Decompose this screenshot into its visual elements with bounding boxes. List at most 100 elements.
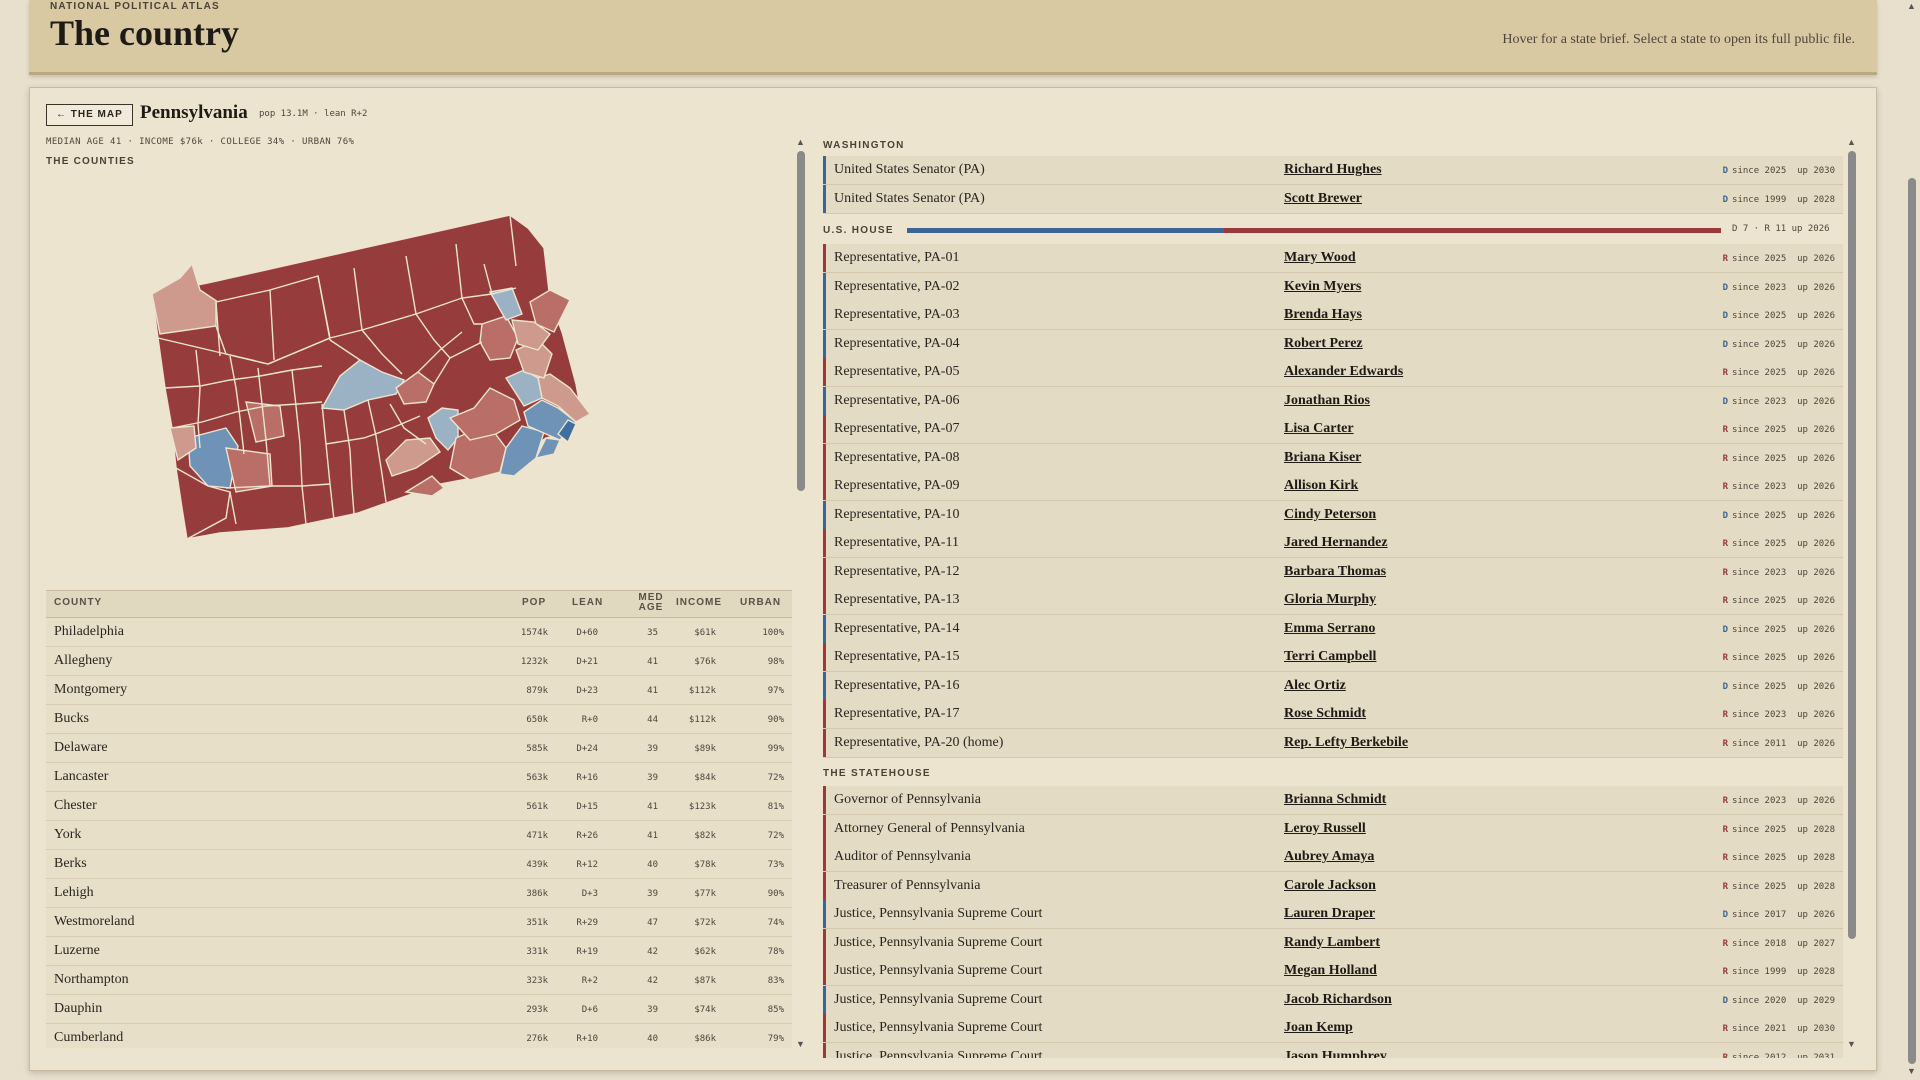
official-name-link[interactable]: Mary Wood <box>1284 250 1356 265</box>
county-row[interactable]: Berks 439k R+12 40 $78k 73% <box>46 850 792 879</box>
county-row[interactable]: Chester 561k D+15 41 $123k 81% <box>46 792 792 821</box>
official-name-link[interactable]: Emma Serrano <box>1284 620 1376 636</box>
official-row[interactable]: Governor of Pennsylvania Brianna Schmidt R… <box>823 786 1843 815</box>
county-shape[interactable] <box>488 287 523 321</box>
column-header-med-age[interactable]: MED AGE <box>638 592 664 613</box>
right-column-scrollbar[interactable]: ▲ ▼ <box>1846 137 1858 1057</box>
scroll-up-arrow-icon[interactable]: ▲ <box>1847 137 1856 147</box>
official-name-link[interactable]: Scott Brewer <box>1284 190 1362 206</box>
official-row[interactable]: Justice, Pennsylvania Supreme Court Jacob… <box>823 985 1843 1015</box>
official-row[interactable]: Justice, Pennsylvania Supreme Court Randy… <box>823 928 1843 958</box>
county-shape[interactable] <box>511 319 551 351</box>
scroll-thumb[interactable] <box>797 151 805 491</box>
column-header-pop[interactable]: POP <box>522 597 547 608</box>
official-row[interactable]: Attorney General of Pennsylvania Leroy Ru… <box>823 814 1843 844</box>
official-name-link[interactable]: Jonathan Rios <box>1284 392 1370 408</box>
county-shape[interactable] <box>385 437 441 477</box>
county-shape[interactable] <box>534 437 562 460</box>
county-row[interactable]: Dauphin 293k D+6 39 $74k 85% <box>46 995 792 1024</box>
official-name-link[interactable]: Lauren Draper <box>1284 906 1376 921</box>
official-name-link[interactable]: Richard Hughes <box>1284 162 1382 177</box>
official-name-link[interactable]: Terri Campbell <box>1284 649 1377 664</box>
official-row[interactable]: Treasurer of Pennsylvania Carole Jackson R… <box>823 871 1843 901</box>
county-shape[interactable] <box>448 387 521 441</box>
official-name-link[interactable]: Rose Schmidt <box>1284 706 1367 721</box>
county-shape[interactable] <box>320 359 406 411</box>
county-shape[interactable] <box>504 369 543 407</box>
county-shape[interactable] <box>529 289 571 333</box>
county-row[interactable]: Northampton 323k R+2 42 $87k 83% <box>46 966 792 995</box>
county-shape[interactable] <box>151 262 219 335</box>
official-name-link[interactable]: Alec Ortiz <box>1284 677 1346 693</box>
official-name-link[interactable]: Leroy Russell <box>1284 820 1366 836</box>
column-header-county[interactable]: COUNTY <box>54 597 103 608</box>
official-name-link[interactable]: Alexander Edwards <box>1284 364 1404 379</box>
scroll-thumb[interactable] <box>1908 178 1916 1064</box>
county-shape[interactable] <box>395 371 435 405</box>
page-scrollbar[interactable]: ▲ ▼ <box>1904 0 1920 1080</box>
scroll-thumb[interactable] <box>1848 151 1856 939</box>
county-shape[interactable] <box>404 475 446 497</box>
scroll-down-arrow-icon[interactable]: ▼ <box>796 1039 805 1049</box>
county-shape[interactable] <box>175 466 231 541</box>
back-to-map-button[interactable]: ← THE MAP <box>46 104 133 126</box>
official-name-link[interactable]: Aubrey Amaya <box>1284 849 1375 864</box>
county-row[interactable]: Bucks 650k R+0 44 $112k 90% <box>46 705 792 734</box>
official-name-link[interactable]: Carole Jackson <box>1284 877 1376 893</box>
column-header-income[interactable]: INCOME <box>676 597 722 608</box>
official-name-link[interactable]: Barbara Thomas <box>1284 563 1387 579</box>
official-name-link[interactable]: Kevin Myers <box>1284 278 1362 294</box>
official-row[interactable]: Justice, Pennsylvania Supreme Court Joan … <box>823 1014 1843 1043</box>
county-shape[interactable] <box>245 401 285 443</box>
official-name-link[interactable]: Jason Humphrey <box>1284 1048 1387 1059</box>
county-row[interactable]: Montgomery 879k D+23 41 $112k 97% <box>46 676 792 705</box>
official-name-link[interactable]: Brianna Schmidt <box>1284 792 1387 807</box>
county-shape[interactable] <box>537 373 592 423</box>
county-row[interactable]: Luzerne 331k R+19 42 $62k 78% <box>46 937 792 966</box>
scroll-up-arrow-icon[interactable]: ▲ <box>796 137 805 147</box>
county-row[interactable]: Allegheny 1232k D+21 41 $76k 98% <box>46 647 792 676</box>
county-row[interactable]: Cumberland 276k R+10 40 $86k 79% <box>46 1024 792 1048</box>
official-name-link[interactable]: Robert Perez <box>1284 335 1363 351</box>
county-row[interactable]: Westmoreland 351k R+29 47 $72k 74% <box>46 908 792 937</box>
official-name-link[interactable]: Briana Kiser <box>1284 449 1362 465</box>
official-name-link[interactable]: Randy Lambert <box>1284 934 1381 950</box>
official-name-link[interactable]: Joan Kemp <box>1284 1020 1353 1035</box>
county-row[interactable]: Delaware 585k D+24 39 $89k 99% <box>46 734 792 763</box>
official-row[interactable]: United States Senator (PA) Richard Hughes… <box>823 156 1843 185</box>
county-row[interactable]: York 471k R+26 41 $82k 72% <box>46 821 792 850</box>
county-shape[interactable] <box>169 425 197 462</box>
scroll-up-arrow-icon[interactable]: ▲ <box>1907 1 1916 11</box>
column-header-lean[interactable]: LEAN <box>572 597 604 608</box>
official-row[interactable]: Representative, PA-20 (home) Rep. Lefty B… <box>823 728 1843 758</box>
county-row[interactable]: Philadelphia 1574k D+60 35 $61k 100% <box>46 618 792 647</box>
official-name-link[interactable]: Brenda Hays <box>1284 307 1362 322</box>
official-row[interactable]: Justice, Pennsylvania Supreme Court Megan… <box>823 957 1843 986</box>
county-row[interactable]: Lehigh 386k D+3 39 $77k 90% <box>46 879 792 908</box>
official-name-link[interactable]: Lisa Carter <box>1284 421 1354 436</box>
official-name-link[interactable]: Gloria Murphy <box>1284 592 1377 607</box>
official-name-link[interactable]: Jacob Richardson <box>1284 991 1392 1007</box>
scroll-down-arrow-icon[interactable]: ▼ <box>1907 1066 1916 1076</box>
official-name-link[interactable]: Jared Hernandez <box>1284 535 1388 550</box>
scroll-down-arrow-icon[interactable]: ▼ <box>1847 1039 1856 1049</box>
official-name-link[interactable]: Rep. Lefty Berkebile <box>1284 734 1409 750</box>
